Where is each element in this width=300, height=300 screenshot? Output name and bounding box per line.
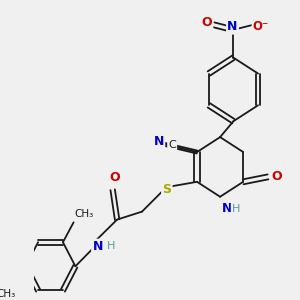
Text: CH₃: CH₃ — [75, 209, 94, 219]
Text: O⁻: O⁻ — [253, 20, 269, 33]
Text: N: N — [227, 20, 238, 33]
Text: CH₃: CH₃ — [0, 289, 16, 299]
Text: H: H — [232, 204, 240, 214]
Text: N: N — [92, 240, 103, 253]
Text: O: O — [109, 171, 120, 184]
Text: H: H — [107, 242, 115, 251]
Text: N: N — [154, 135, 164, 148]
Text: N: N — [222, 202, 232, 215]
Text: C: C — [168, 140, 176, 150]
Text: O: O — [202, 16, 212, 29]
Text: O: O — [272, 170, 282, 183]
Text: S: S — [162, 183, 171, 196]
